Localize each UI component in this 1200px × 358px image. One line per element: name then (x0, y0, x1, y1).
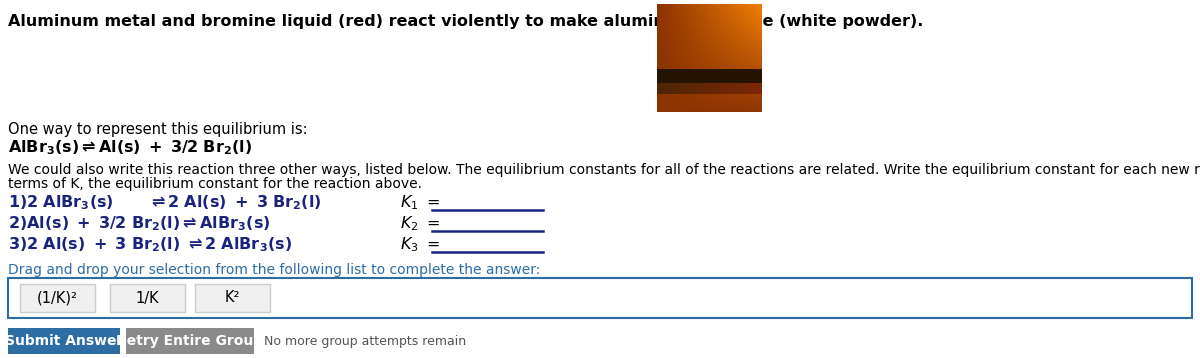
Bar (8, 278, 1192, 318)
Text: $\mathbf{3)2\ Al(s)\ +\ 3\ Br_2(l)\ \rightleftharpoons 2\ AlBr_3(s)}$: $\mathbf{3)2\ Al(s)\ +\ 3\ Br_2(l)\ \rig… (8, 235, 292, 254)
Text: (1/K)²: (1/K)² (37, 290, 78, 305)
Bar (20, 284, 95, 312)
Text: terms of K, the equilibrium constant for the reaction above.: terms of K, the equilibrium constant for… (8, 177, 422, 191)
Text: 1/K: 1/K (136, 290, 160, 305)
Text: K²: K² (224, 290, 240, 305)
Text: $\mathbf{\rightleftharpoons 2\ Al(s)\ +\ 3\ Br_2(l)}$: $\mathbf{\rightleftharpoons 2\ Al(s)\ +\… (148, 193, 322, 212)
Text: $\mathbf{1)2\ AlBr_3(s)}$: $\mathbf{1)2\ AlBr_3(s)}$ (8, 193, 114, 212)
Text: $K_1\ =$: $K_1\ =$ (400, 193, 440, 212)
Text: $K_2\ =$: $K_2\ =$ (400, 214, 440, 233)
Bar (110, 284, 185, 312)
Text: Drag and drop your selection from the following list to complete the answer:: Drag and drop your selection from the fo… (8, 263, 540, 277)
Bar (194, 284, 270, 312)
Text: $\mathbf{AlBr_3(s) \rightleftharpoons Al(s)\ +\ 3/2\ Br_2(l)}$: $\mathbf{AlBr_3(s) \rightleftharpoons Al… (8, 138, 252, 157)
Text: $\mathbf{2)Al(s)\ +\ 3/2\ Br_2(l) \rightleftharpoons AlBr_3(s)}$: $\mathbf{2)Al(s)\ +\ 3/2\ Br_2(l) \right… (8, 214, 270, 233)
Text: $K_3\ =$: $K_3\ =$ (400, 235, 440, 254)
Bar (126, 328, 254, 354)
Text: No more group attempts remain: No more group attempts remain (264, 334, 466, 348)
Text: One way to represent this equilibrium is:: One way to represent this equilibrium is… (8, 122, 307, 137)
Text: Aluminum metal and bromine liquid (red) react violently to make aluminum bromide: Aluminum metal and bromine liquid (red) … (8, 14, 923, 29)
Bar (8, 328, 120, 354)
Text: Retry Entire Group: Retry Entire Group (116, 334, 264, 348)
Text: Submit Answer: Submit Answer (5, 334, 124, 348)
Text: We could also write this reaction three other ways, listed below. The equilibriu: We could also write this reaction three … (8, 163, 1200, 177)
